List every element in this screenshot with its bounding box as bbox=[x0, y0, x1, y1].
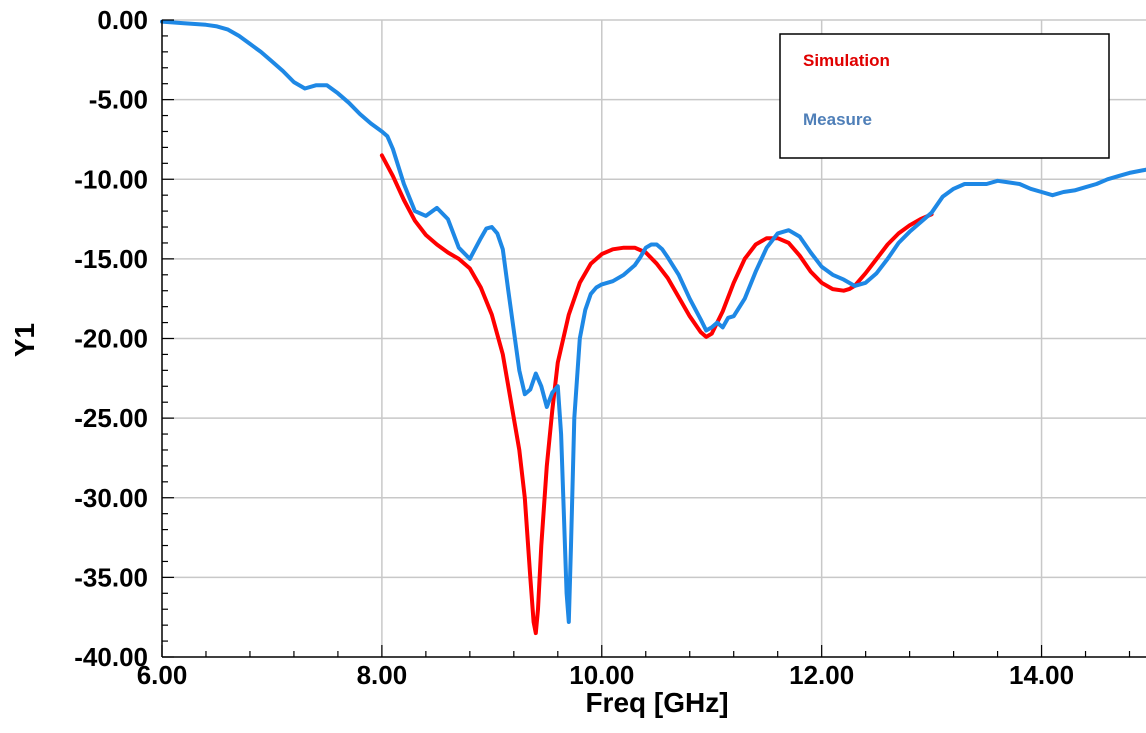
y-tick-label: -30.00 bbox=[74, 483, 148, 513]
legend-entry-measure: Measure bbox=[803, 110, 872, 129]
series-line-simulation bbox=[379, 153, 934, 636]
y-tick-label: -35.00 bbox=[74, 562, 148, 592]
series-line-measure bbox=[160, 19, 1146, 624]
legend-entry-simulation: Simulation bbox=[803, 51, 890, 70]
y-tick-label: -25.00 bbox=[74, 403, 148, 433]
legend: Simulation Measure bbox=[779, 33, 1110, 159]
x-tick-label: 8.00 bbox=[357, 660, 408, 690]
y-tick-label: -20.00 bbox=[74, 324, 148, 354]
legend-box bbox=[779, 33, 1110, 159]
x-tick-label: 12.00 bbox=[789, 660, 854, 690]
y-axis-title: Y1 bbox=[9, 323, 40, 357]
x-tick-label: 14.00 bbox=[1009, 660, 1074, 690]
x-tick-label: 6.00 bbox=[137, 660, 188, 690]
y-tick-label: 0.00 bbox=[97, 5, 148, 35]
x-axis-title: Freq [GHz] bbox=[585, 687, 728, 718]
y-tick-label: -10.00 bbox=[74, 164, 148, 194]
y-tick-label: -40.00 bbox=[74, 642, 148, 672]
y-tick-label: -5.00 bbox=[89, 85, 148, 115]
series-layer bbox=[160, 19, 1146, 636]
axis-layer: 0.00 -5.00 -10.00 -15.00 -20.00 -25.00 -30.00 -… bbox=[74, 5, 1146, 690]
x-tick-label: 10.00 bbox=[569, 660, 634, 690]
y-tick-label: -15.00 bbox=[74, 244, 148, 274]
